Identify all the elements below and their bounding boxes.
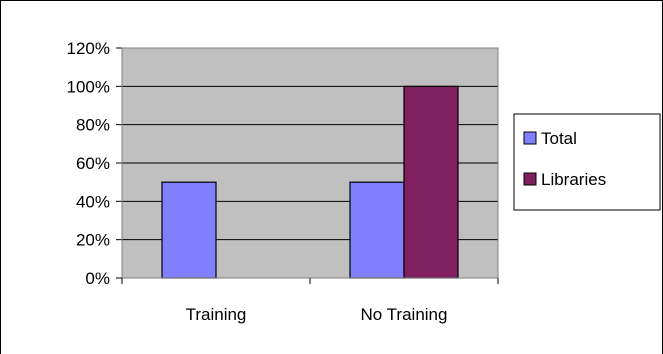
x-tick-label: No Training xyxy=(361,305,448,324)
y-tick-label: 60% xyxy=(76,154,110,173)
legend-box xyxy=(513,113,661,211)
legend-swatch-libraries xyxy=(523,172,537,186)
y-tick-label: 0% xyxy=(85,269,110,288)
y-tick-label: 80% xyxy=(76,116,110,135)
bar-libraries-no-training xyxy=(403,85,459,279)
plot-area: 0% 20% 40% 60% 80% 100% 120% Training No Trainin… xyxy=(67,39,499,324)
y-tick-label: 20% xyxy=(76,231,110,250)
legend: Total Libraries xyxy=(513,113,661,211)
y-tick-label: 120% xyxy=(67,39,110,58)
legend-label-total: Total xyxy=(541,129,577,148)
bar-total-no-training xyxy=(349,181,405,279)
legend-label-libraries: Libraries xyxy=(541,170,606,189)
y-tick-label: 100% xyxy=(67,77,110,96)
x-tick-label: Training xyxy=(186,305,247,324)
legend-swatch-total xyxy=(523,131,537,145)
y-tick-label: 40% xyxy=(76,192,110,211)
bar-total-training xyxy=(161,181,217,279)
